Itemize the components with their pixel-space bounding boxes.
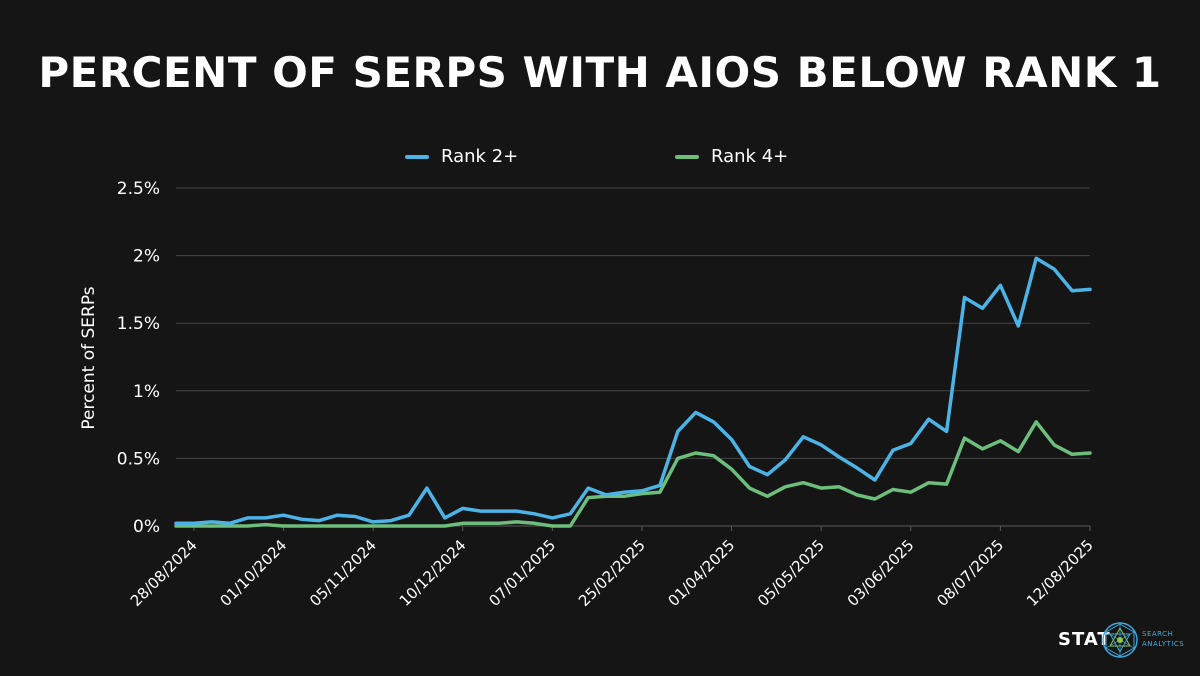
- y-axis-label: Percent of SERPs: [79, 286, 99, 429]
- x-tick-label: 08/07/2025: [933, 536, 1007, 610]
- x-tick-label: 12/08/2025: [1023, 536, 1097, 610]
- chart-title: PERCENT OF SERPS WITH AIOS BELOW RANK 1: [38, 48, 1162, 97]
- chart-legend: Rank 2+ Rank 4+: [0, 146, 1200, 174]
- x-tick-label: 01/10/2024: [216, 536, 290, 610]
- x-tick-label: 07/01/2025: [485, 536, 559, 610]
- stat-logo: STAT SEARCH ANALYTICS: [1058, 620, 1190, 662]
- legend-swatch-rank-2: [405, 154, 429, 159]
- y-tick-label: 1.5%: [117, 314, 160, 334]
- logo-globe-icon: [1102, 622, 1138, 658]
- x-tick-label: 10/12/2024: [396, 536, 470, 610]
- x-tick-label: 03/06/2025: [844, 536, 918, 610]
- y-tick-label: 0%: [133, 517, 160, 537]
- grid-layer: [176, 187, 1090, 527]
- y-tick-label: 1%: [133, 382, 160, 402]
- legend-label-rank-2: Rank 2+: [441, 146, 519, 167]
- series-layer: [174, 256, 1092, 528]
- y-axis-tick-labels: 0% 0.5% 1% 1.5% 2% 2.5%: [117, 179, 160, 537]
- x-axis-tick-labels: 28/08/2024 01/10/2024 05/11/2024 10/12/2024…: [127, 526, 1097, 610]
- legend-item-rank-2: Rank 2+: [405, 146, 518, 167]
- x-tick-label: 28/08/2024: [127, 536, 201, 610]
- y-tick-label: 0.5%: [117, 449, 160, 469]
- series-line-rank-2: [174, 256, 1092, 526]
- legend-item-rank-4: Rank 4+: [675, 146, 788, 167]
- logo-wordmark: STAT: [1058, 629, 1111, 650]
- x-tick-label: 05/05/2025: [754, 536, 828, 610]
- logo-tagline-analytics: ANALYTICS: [1142, 640, 1185, 648]
- x-tick-label: 25/02/2025: [575, 536, 649, 610]
- legend-swatch-rank-4: [675, 154, 699, 159]
- series-line-rank-4: [174, 420, 1092, 528]
- legend-label-rank-4: Rank 4+: [711, 146, 789, 167]
- x-tick-label: 05/11/2024: [306, 536, 380, 610]
- y-tick-label: 2%: [133, 247, 160, 267]
- y-tick-label: 2.5%: [117, 179, 160, 199]
- logo-tagline-search: SEARCH: [1142, 630, 1174, 638]
- x-tick-label: 01/04/2025: [665, 536, 739, 610]
